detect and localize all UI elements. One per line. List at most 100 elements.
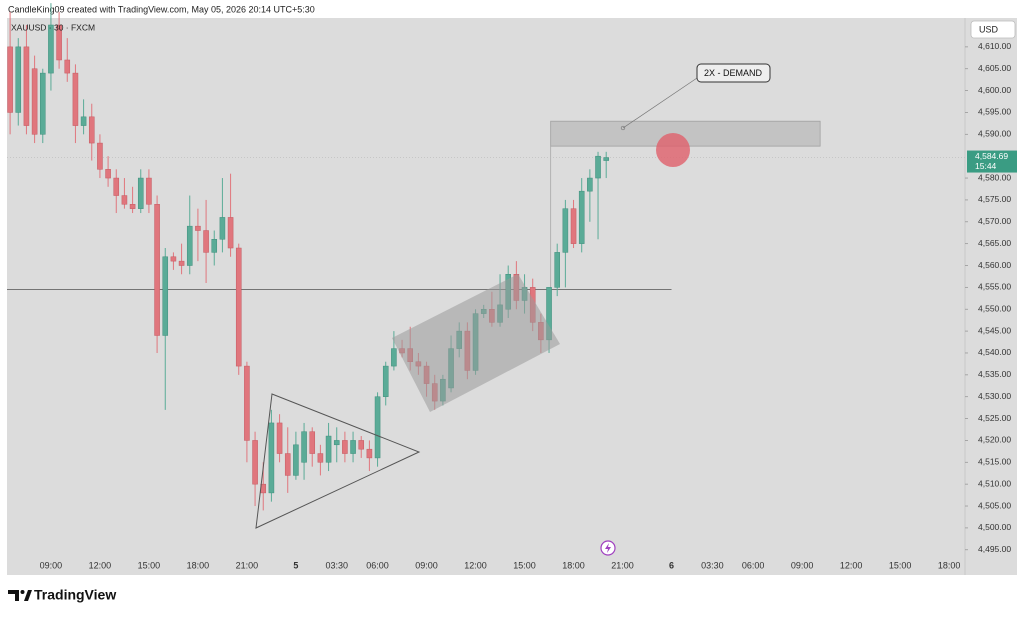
x-tick-label: 12:00 [840,560,863,570]
candle-body [203,230,209,253]
y-tick-label: 4,525.00 [978,413,1011,423]
candle-body [186,225,193,266]
candle-body [23,46,30,126]
countdown-label: 15:44 [975,161,997,171]
triangle-drawing [255,393,421,529]
y-tick-label: 4,595.00 [978,107,1011,117]
event-icon-bolt [605,543,611,553]
candle-body [56,24,62,61]
x-tick-label: 12:00 [464,560,487,570]
x-tick-label: 15:00 [889,560,912,570]
candle-body [366,448,373,459]
candle-body [178,260,185,266]
y-tick-label: 4,550.00 [978,303,1011,313]
logo-dot [20,590,25,594]
y-tick-label: 4,505.00 [978,500,1011,510]
candle-body [309,431,316,454]
candle-body [227,217,234,249]
candle-body [7,46,13,113]
candle-body [284,453,291,476]
y-tick-label: 4,540.00 [978,347,1011,357]
candle-body [129,204,136,209]
candle-body [333,440,340,446]
x-tick-label: 18:00 [562,560,585,570]
candle-body [219,217,226,240]
x-tick-label: 09:00 [40,560,63,570]
candle-body [105,169,111,179]
y-tick-label: 4,515.00 [978,457,1011,467]
y-tick-label: 4,580.00 [978,172,1011,182]
candle-body [195,225,201,231]
candle-body [88,116,95,144]
x-tick-label: 18:00 [938,560,961,570]
y-tick-label: 4,495.00 [978,544,1011,554]
target-circle [656,133,690,167]
x-tick-label: 03:30 [325,560,348,570]
candle-body [317,453,324,463]
logo-slash [24,590,32,601]
candle-body [252,440,258,485]
candle-body [268,422,275,494]
annotation-leader [622,75,701,129]
x-tick-label: 06:00 [366,560,389,570]
candle-body [154,204,160,336]
candle-body [244,365,250,441]
x-tick-label: 21:00 [236,560,259,570]
y-tick-label: 4,535.00 [978,369,1011,379]
x-tick-label: 12:00 [89,560,112,570]
last-price-box [967,150,1017,173]
currency-label: USD [979,24,999,34]
x-tick-label: 15:00 [513,560,536,570]
candle-body [595,155,601,179]
candle-body [325,435,332,463]
logo-mark [8,590,19,601]
y-tick-label: 4,565.00 [978,238,1011,248]
annotation-box [696,63,771,83]
candle-body [391,348,397,367]
y-tick-label: 4,510.00 [978,478,1011,488]
channel-drawing [392,274,560,412]
annotation-text: 2X - DEMAND [704,68,763,78]
x-tick-label: 09:00 [791,560,814,570]
x-tick-label: 09:00 [415,560,438,570]
candle-body [578,190,585,244]
candle-body [342,440,348,454]
y-tick-label: 4,500.00 [978,522,1011,532]
x-tick-label: 21:00 [611,560,634,570]
candle-body [562,208,569,253]
y-tick-label: 4,520.00 [978,435,1011,445]
last-price-label: 4,584.69 [975,151,1008,161]
candle-body [121,195,128,205]
candle-body [15,46,22,113]
y-tick-label: 4,575.00 [978,194,1011,204]
candle-body [113,177,120,196]
y-tick-label: 4,590.00 [978,129,1011,139]
y-tick-label: 4,555.00 [978,282,1011,292]
candle-body [382,365,389,397]
candle-body [350,440,356,454]
footer-logo-text: TradingView [34,587,116,603]
candle-body [72,72,79,126]
candle-body [374,396,381,459]
x-tick-label: 5 [293,560,298,570]
candle-body [211,239,218,253]
candle-body [146,177,152,205]
candle-body [276,422,283,454]
y-tick-label: 4,570.00 [978,216,1011,226]
y-tick-label: 4,605.00 [978,63,1011,73]
x-tick-label: 06:00 [742,560,765,570]
candle-body [603,157,609,161]
candle-body [293,444,299,476]
header-text: CandleKing09 created with TradingView.co… [8,4,315,14]
candle-body [162,256,169,336]
symbol-label: XAUUSD · 30 · FXCM [11,22,95,32]
candle-body [80,116,87,126]
currency-box[interactable] [970,20,1016,39]
candle-body [48,24,54,74]
y-tick-label: 4,545.00 [978,325,1011,335]
y-tick-label: 4,530.00 [978,391,1011,401]
y-tick-label: 4,560.00 [978,260,1011,270]
candle-body [587,177,593,192]
candle-body [554,252,560,288]
